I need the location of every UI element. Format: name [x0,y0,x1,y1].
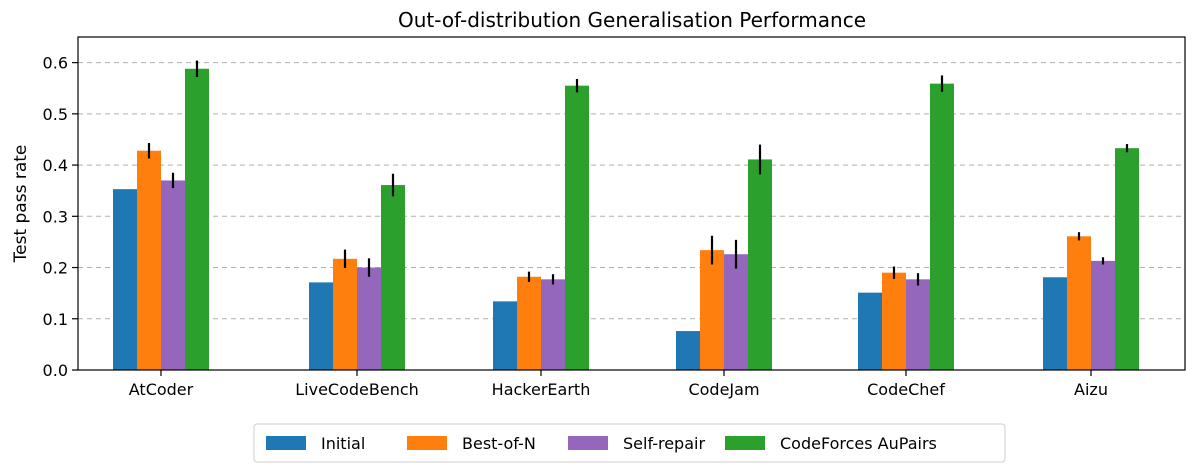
y-tick-label: 0.2 [43,259,68,278]
legend-swatch [266,436,306,450]
bar-codeforces-aupairs [185,68,209,371]
bar-best-of-n [517,276,541,370]
legend-label: Self-repair [623,434,705,453]
x-tick-label: LiveCodeBench [295,380,419,399]
y-tick-label: 0.4 [43,156,68,175]
bar-codeforces-aupairs [565,85,589,371]
legend-swatch [568,436,608,450]
legend-frame [253,423,1006,463]
bar-codeforces-aupairs [1115,148,1139,370]
bar-best-of-n [882,272,906,370]
bar-best-of-n [700,250,724,370]
legend-label: Best-of-N [462,434,536,453]
y-axis-label: Test pass rate [11,145,31,264]
bar-initial [493,301,517,370]
plot-frame [77,36,1186,371]
bar-self-repair [161,180,185,370]
y-tick-label: 0.6 [43,54,68,73]
bar-best-of-n [333,258,357,370]
chart-title: Out-of-distribution Generalisation Perfo… [398,8,866,32]
bar-initial [1043,277,1067,370]
x-tick-label: CodeJam [688,380,759,399]
y-axis: 0.0 0.1 0.2 0.3 0.4 0.5 0.6 [43,54,78,380]
legend: Initial Best-of-N Self-repair CodeForces Au… [253,423,1006,463]
bar-self-repair [357,267,381,370]
bar-initial [858,292,882,370]
bar-initial [113,189,137,370]
error-bars [147,60,1129,286]
legend-label: Initial [321,434,365,453]
bar-self-repair [1091,260,1115,370]
y-tick-label: 0.3 [43,207,68,226]
x-tick-label: CodeChef [867,380,945,399]
legend-swatch [725,436,765,450]
legend-label: CodeForces AuPairs [780,434,937,453]
bar-best-of-n [137,150,161,370]
bar-self-repair [541,279,565,370]
bars [113,68,1139,371]
x-axis: AtCoder LiveCodeBench HackerEarth CodeJam Co… [129,370,1108,399]
bar-codeforces-aupairs [748,159,772,370]
grid-lines [78,62,1185,320]
bar-self-repair [906,279,930,370]
bar-initial [676,331,700,370]
y-tick-label: 0.0 [43,361,68,380]
y-tick-label: 0.1 [43,310,68,329]
bar-initial [309,282,333,370]
x-tick-label: AtCoder [129,380,194,399]
bar-codeforces-aupairs [930,83,954,371]
x-tick-label: Aizu [1074,380,1108,399]
bar-self-repair [724,254,748,370]
bar-best-of-n [1067,236,1091,370]
x-tick-label: HackerEarth [492,380,591,399]
bar-codeforces-aupairs [381,185,405,370]
legend-swatch [407,436,447,450]
y-tick-label: 0.5 [43,105,68,124]
